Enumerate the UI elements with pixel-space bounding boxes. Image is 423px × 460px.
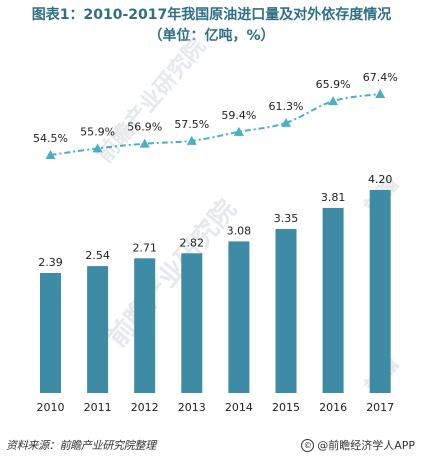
line-value-label-2010: 54.5% [33, 132, 68, 145]
line-value-label-2012: 56.9% [127, 121, 162, 134]
credit-note: © @前瞻经济学人APP [301, 437, 415, 453]
bar-value-label-2010: 2.39 [38, 256, 63, 269]
bar-value-label-2014: 3.08 [227, 224, 252, 237]
bar-value-label-2012: 2.71 [132, 241, 157, 254]
line-marker-2014 [233, 126, 244, 136]
line-marker-2012 [139, 138, 150, 148]
chart-footer: 资料来源：前瞻产业研究院整理 © @前瞻经济学人APP [0, 430, 423, 460]
line-marker-2010 [45, 150, 56, 159]
bar-2014 [228, 241, 250, 393]
line-marker-2015 [281, 117, 291, 127]
line-value-label-2016: 65.9% [316, 78, 351, 91]
line-value-label-2017: 67.4% [363, 71, 398, 84]
x-tick-label-2015: 2015 [272, 401, 300, 414]
x-tick-label-2014: 2014 [225, 401, 253, 414]
bar-value-label-2013: 2.82 [180, 236, 205, 249]
line-marker-2011 [92, 143, 103, 153]
chart-title: 图表1：2010-2017年我国原油进口量及对外依存度情况 （单位：亿吨，%） [0, 6, 423, 45]
bar-value-label-2016: 3.81 [321, 191, 346, 204]
bar-2015 [275, 229, 297, 393]
bar-value-label-2017: 4.20 [368, 173, 393, 186]
credit-label: @前瞻经济学人APP [317, 439, 415, 452]
chart-title-line2: （单位：亿吨，%） [148, 28, 275, 44]
bar-2011 [87, 266, 109, 393]
x-tick-label-2012: 2012 [131, 401, 159, 414]
bar-2010 [40, 273, 61, 393]
copyright-icon: © [301, 438, 315, 452]
line-marker-2013 [186, 135, 197, 145]
dependency-line [50, 93, 381, 156]
x-tick-label-2011: 2011 [84, 401, 112, 414]
bar-value-label-2011: 2.54 [85, 249, 110, 262]
x-tick-label-2013: 2013 [178, 401, 206, 414]
bar-2016 [322, 207, 344, 393]
chart-title-line1: 图表1：2010-2017年我国原油进口量及对外依存度情况 [31, 7, 392, 23]
x-tick-label-2016: 2016 [319, 401, 347, 414]
chart-svg: 2.39 2010 2.54 2011 2.71 2012 2.82 2013 3.08 2014… [33, 71, 398, 414]
bar-value-label-2015: 3.35 [274, 212, 299, 225]
source-note: 资料来源：前瞻产业研究院整理 [6, 439, 156, 452]
x-tick-label-2010: 2010 [37, 401, 65, 414]
line-value-label-2011: 55.9% [80, 125, 115, 138]
line-value-label-2014: 59.4% [221, 109, 256, 122]
bar-2012 [134, 258, 156, 393]
line-marker-2016 [328, 96, 339, 106]
bar-2013 [181, 253, 203, 393]
line-value-label-2013: 57.5% [174, 118, 209, 131]
x-tick-label-2017: 2017 [366, 401, 394, 414]
line-marker-2017 [375, 89, 386, 98]
line-value-label-2015: 61.3% [269, 100, 304, 113]
bar-2017 [369, 190, 391, 393]
